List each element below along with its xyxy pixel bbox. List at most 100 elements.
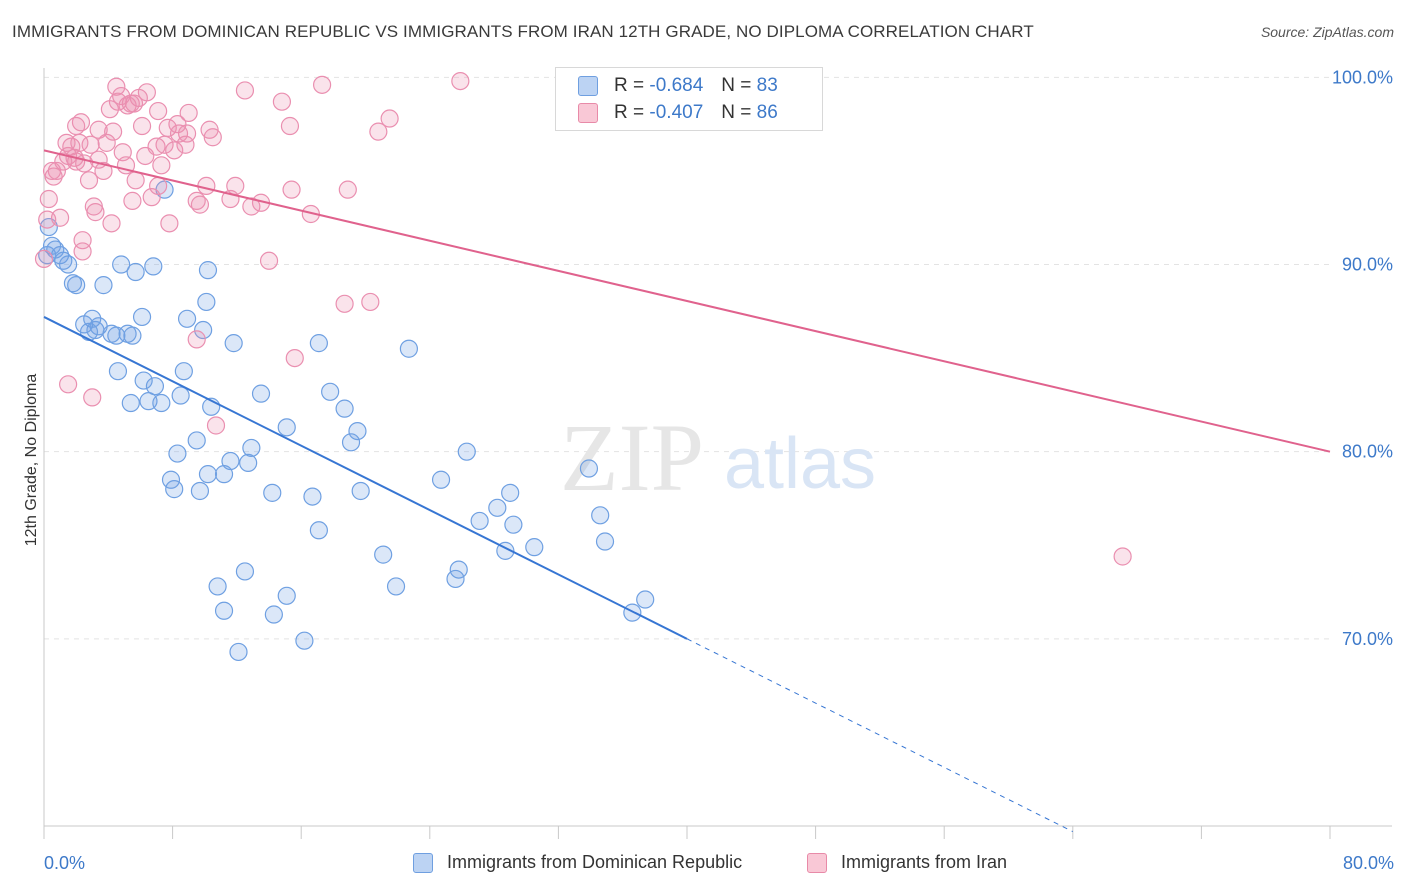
- point-dominican: [63, 274, 83, 293]
- point-iran: [369, 122, 388, 141]
- legend-n-label: N =: [721, 75, 752, 96]
- legend-r-label: R =: [614, 75, 645, 96]
- watermark-zip: ZIP: [560, 404, 704, 511]
- legend-n-value: 83: [756, 75, 778, 96]
- point-dominican: [208, 577, 227, 596]
- legend-swatch-pink: [807, 852, 827, 873]
- point-iran: [59, 375, 78, 394]
- point-dominican: [239, 453, 258, 473]
- point-iran: [190, 195, 210, 214]
- point-dominican: [321, 382, 340, 401]
- point-iran: [137, 83, 156, 102]
- point-iran: [34, 249, 54, 269]
- point-dominican: [221, 451, 240, 471]
- point-iran: [380, 109, 399, 128]
- point-dominican: [165, 480, 184, 499]
- point-dominican: [123, 326, 142, 345]
- point-iran: [285, 348, 304, 368]
- trend-line-dominican: [43, 316, 688, 640]
- point-dominican: [145, 377, 165, 396]
- legend-swatch-pink: [578, 103, 598, 123]
- point-dominican: [341, 433, 361, 452]
- legend-item-iran: Immigrants from Iran: [807, 852, 1007, 873]
- point-iran: [132, 116, 152, 136]
- point-dominican: [107, 326, 126, 345]
- point-dominican: [152, 393, 171, 413]
- point-iran: [44, 167, 63, 186]
- point-dominican: [197, 292, 216, 312]
- point-dominican: [214, 465, 234, 484]
- point-iran: [142, 188, 161, 207]
- point-dominican: [501, 483, 520, 502]
- point-iran: [160, 214, 179, 233]
- point-dominican: [134, 371, 153, 390]
- source-credit: Source: ZipAtlas.com: [1260, 24, 1394, 40]
- legend-swatch-blue: [578, 76, 598, 96]
- point-iran: [312, 75, 332, 94]
- point-dominican: [386, 577, 406, 596]
- point-dominican: [214, 601, 234, 620]
- point-iran: [206, 416, 226, 435]
- point-iran: [179, 103, 198, 123]
- point-iran: [83, 388, 102, 407]
- legend-series-name: Immigrants from Dominican Republic: [447, 852, 743, 872]
- trend-lines: [43, 149, 1331, 833]
- point-iran: [97, 133, 116, 152]
- point-dominican: [488, 498, 507, 517]
- point-iran: [226, 176, 245, 196]
- legend-n-value: 86: [756, 102, 778, 123]
- y-tick-label: 100.0%: [1332, 67, 1393, 87]
- point-dominican: [108, 362, 128, 381]
- point-iran: [338, 180, 357, 199]
- point-iran: [1113, 547, 1132, 566]
- point-dominican: [59, 255, 78, 274]
- point-dominican: [94, 276, 113, 295]
- point-dominican: [374, 545, 393, 564]
- point-iran: [361, 292, 380, 312]
- y-tick-label: 80.0%: [1342, 442, 1393, 462]
- point-iran: [136, 146, 155, 166]
- point-dominican: [264, 605, 283, 624]
- y-tick-labels: 70.0% 80.0% 90.0% 100.0%: [1332, 67, 1393, 648]
- point-iran: [89, 120, 108, 139]
- point-iran: [451, 72, 470, 91]
- point-dominican: [251, 384, 271, 403]
- point-iran: [272, 92, 292, 111]
- point-iran: [73, 242, 92, 261]
- point-iran: [39, 189, 58, 209]
- point-dominican: [198, 261, 218, 280]
- point-dominican: [623, 603, 642, 622]
- trend-line-dominican-extension: [686, 638, 1074, 833]
- point-iran: [165, 141, 184, 160]
- point-dominican: [525, 538, 544, 557]
- point-iran: [235, 81, 255, 100]
- point-dominican: [132, 307, 152, 327]
- point-iran: [104, 122, 123, 141]
- correlation-legend: R = -0.684 N = 83 R = -0.407 N = 86: [555, 67, 823, 131]
- grid: [44, 76, 1330, 640]
- point-iran: [126, 171, 145, 190]
- point-iran: [71, 113, 91, 132]
- y-axis-label: 12th Grade, No Diploma: [23, 373, 40, 547]
- point-iran: [50, 208, 70, 227]
- point-dominican: [446, 569, 465, 589]
- legend-row-dominican: R = -0.684 N = 83: [578, 74, 778, 98]
- point-iran: [149, 101, 168, 121]
- point-iran: [81, 135, 100, 154]
- point-dominican: [83, 309, 102, 328]
- point-iran: [203, 128, 222, 147]
- point-dominican: [348, 421, 367, 441]
- legend-series-name: Immigrants from Iran: [841, 852, 1008, 872]
- y-tick-label: 90.0%: [1342, 255, 1393, 275]
- point-iran: [280, 116, 300, 136]
- legend-r-value: -0.407: [649, 102, 704, 123]
- legend-r-label: R =: [614, 102, 645, 123]
- point-dominican: [591, 506, 610, 525]
- trend-line-iran: [43, 149, 1331, 453]
- point-iran: [86, 203, 105, 222]
- point-iran: [70, 133, 89, 152]
- point-iran: [94, 161, 113, 181]
- x-tick-label-min: 0.0%: [44, 853, 86, 873]
- point-iran: [158, 118, 177, 137]
